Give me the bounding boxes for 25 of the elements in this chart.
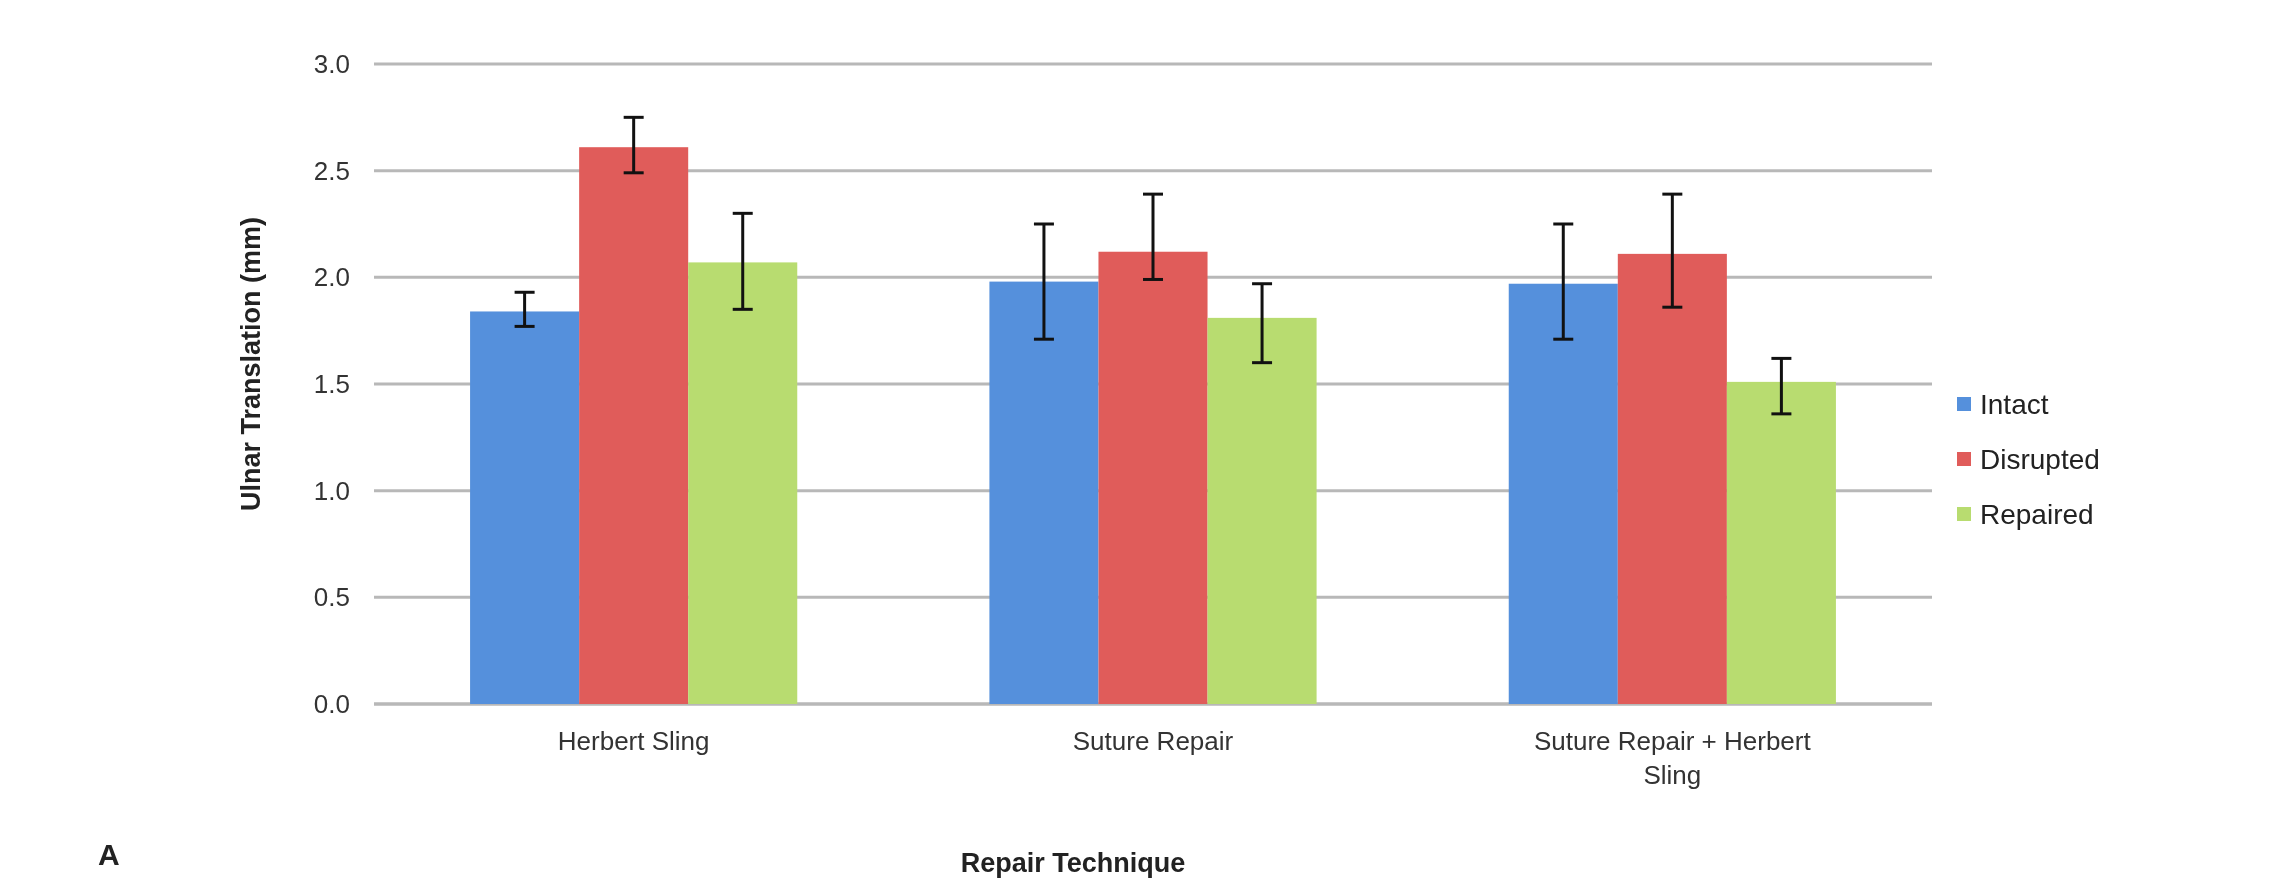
y-tick-label: 1.0 (313, 475, 350, 506)
bar (1726, 381, 1836, 704)
bar (470, 311, 580, 704)
bar (1617, 253, 1727, 704)
bar (1207, 317, 1317, 704)
x-axis-title: Repair Technique (960, 848, 1186, 878)
bar (579, 147, 689, 704)
bar (1098, 251, 1208, 704)
y-tick-label: 2.0 (313, 262, 350, 293)
y-tick-label: 2.5 (313, 155, 350, 186)
x-tick-label: Suture Repair (1072, 726, 1234, 756)
x-tick-label: Herbert Sling (557, 726, 710, 756)
bar (1508, 283, 1618, 704)
text: A (98, 838, 120, 871)
bar (688, 262, 798, 704)
y-tick-label: 3.0 (313, 49, 350, 80)
y-tick-label: 0.5 (313, 582, 350, 613)
legend-label: Repaired (1980, 498, 2094, 530)
y-tick-label: 0.0 (313, 689, 350, 720)
y-tick-label: 1.5 (313, 369, 350, 400)
y-axis-title: Ulnar Translation (mm) (236, 216, 266, 512)
legend-label: Intact (1980, 388, 2049, 420)
legend-label: Disrupted (1980, 443, 2100, 475)
bar (989, 281, 1099, 704)
x-tick-label: Suture Repair + Herbert Sling (1533, 726, 1812, 790)
